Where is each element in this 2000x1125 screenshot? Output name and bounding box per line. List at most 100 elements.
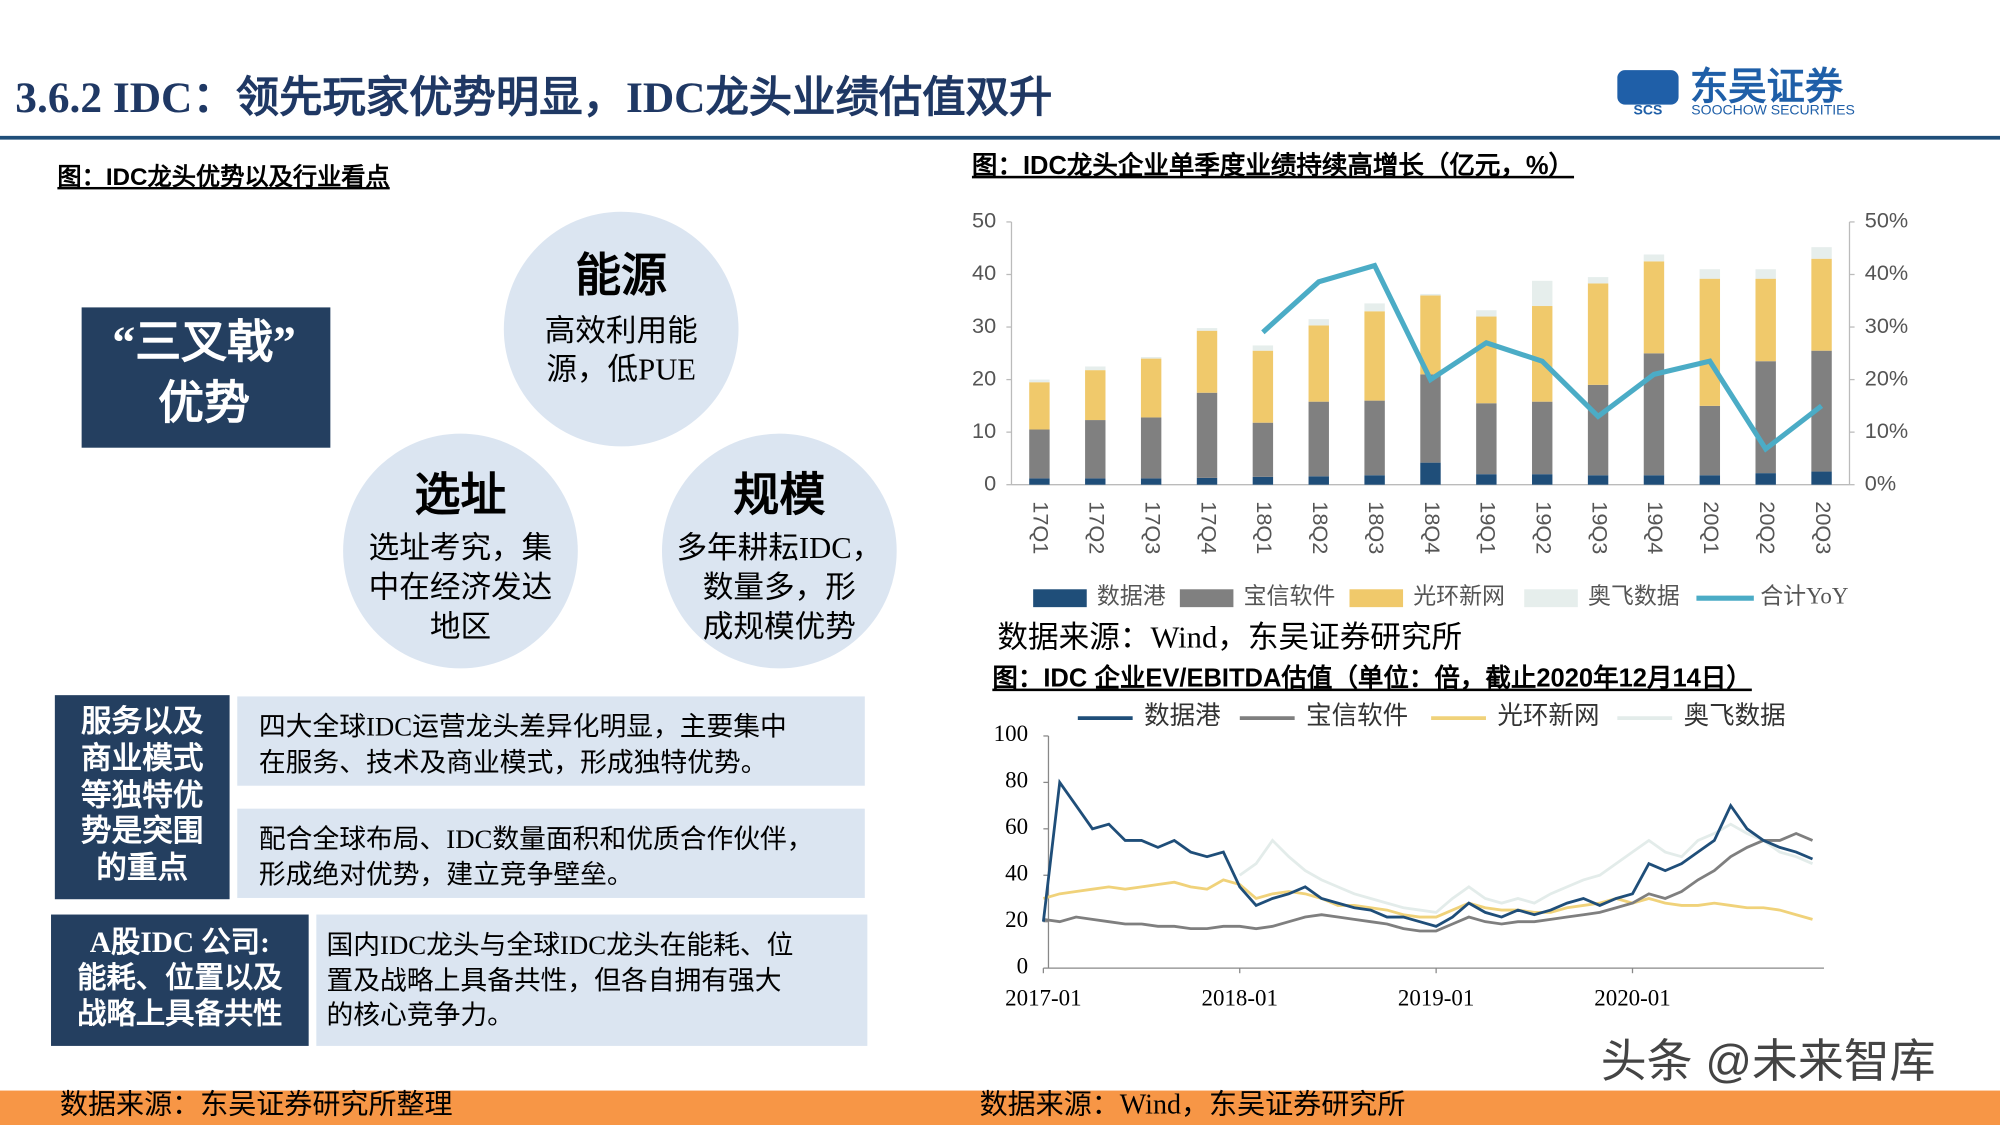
bar-segment xyxy=(1140,417,1162,479)
legend-swatch xyxy=(1524,589,1578,608)
bar-segment xyxy=(1308,319,1329,326)
row-text: 置及战略上具备共性，但各自拥有强大 xyxy=(327,966,782,996)
bar-segment xyxy=(1029,478,1050,485)
y-tick-label: 20 xyxy=(972,365,996,390)
topic-text: 选址考究，集 xyxy=(369,531,553,565)
legend-swatch xyxy=(1033,589,1087,608)
bar-segment xyxy=(1308,325,1329,402)
y2-tick-label: 10% xyxy=(1865,418,1908,443)
x-tick-label: 20Q2 xyxy=(1755,501,1780,554)
legend-label: 宝信软件 xyxy=(1306,701,1408,730)
bar-segment xyxy=(1587,277,1609,284)
row-label: 等独特优 xyxy=(81,778,203,813)
topic-text: 中在经济发达 xyxy=(369,571,553,605)
topic-text: 多年耕耘IDC， xyxy=(676,531,882,565)
bar-segment xyxy=(1029,379,1050,383)
x-tick-label: 18Q3 xyxy=(1364,501,1389,554)
x-tick-label: 20Q3 xyxy=(1811,501,1836,554)
bar-segment xyxy=(1029,429,1050,479)
x-tick-label: 19Q3 xyxy=(1587,501,1612,554)
logo-mark: SCS xyxy=(1634,102,1663,118)
bar-segment xyxy=(1811,350,1832,472)
bar-segment xyxy=(1532,280,1553,307)
topic-text: 地区 xyxy=(430,610,491,644)
row-label: A股IDC 公司: xyxy=(90,927,270,959)
trident-text: 优势 xyxy=(158,378,250,429)
legend-label: 宝信软件 xyxy=(1244,583,1336,608)
series-line xyxy=(1043,831,1814,933)
left-caption: 图：IDC龙头优势以及行业看点 xyxy=(57,163,389,191)
footer-source: 数据来源：Wind，东吴证券研究所 xyxy=(980,1089,1406,1121)
logo-english: SOOCHOW SECURITIES xyxy=(1691,102,1855,118)
row-text-box xyxy=(316,914,868,1046)
x-tick-label: 19Q4 xyxy=(1643,501,1668,554)
bar-segment xyxy=(1699,405,1721,476)
row-label: 商业模式 xyxy=(81,742,204,776)
bar-segment xyxy=(1532,306,1553,402)
x-tick-label: 18Q4 xyxy=(1420,501,1445,554)
legend-swatch xyxy=(1349,589,1404,608)
row-text: 配合全球布局、IDC数量面积和优质合作伙伴， xyxy=(259,824,814,854)
bar-segment xyxy=(1587,475,1609,485)
series-line xyxy=(1042,878,1813,921)
legend-label: 奥飞数据 xyxy=(1684,701,1786,730)
row-label: 的重点 xyxy=(96,851,188,885)
y2-tick-label: 0% xyxy=(1865,470,1896,495)
bar-segment xyxy=(1364,303,1385,312)
bar-segment xyxy=(1085,366,1106,371)
x-tick-label: 19Q2 xyxy=(1531,501,1556,554)
bar-segment xyxy=(1755,269,1776,279)
bar-segment xyxy=(1643,353,1665,476)
y-tick-label: 30 xyxy=(972,313,996,338)
left-source: 数据来源：东吴证券研究所整理 xyxy=(60,1089,453,1121)
bar-segment xyxy=(1532,474,1553,485)
bar-segment xyxy=(1811,471,1832,485)
bar-segment xyxy=(1699,475,1721,485)
row-label: 战略上具备共性 xyxy=(77,996,282,1030)
y2-tick-label: 20% xyxy=(1865,365,1908,390)
y-tick-label: 10 xyxy=(972,418,996,443)
topic-text: 数量多，形 xyxy=(703,571,856,605)
row-label-box xyxy=(54,695,230,900)
legend-label: 合计YoY xyxy=(1760,583,1848,608)
topic-text: 成规模优势 xyxy=(703,610,856,644)
y-tick-label: 20 xyxy=(1005,907,1028,932)
row-text: 在服务、技术及商业模式，形成独特优势。 xyxy=(259,747,768,777)
bar-segment xyxy=(1643,261,1665,354)
x-tick-label: 17Q4 xyxy=(1196,501,1221,554)
bar-segment xyxy=(1252,345,1274,351)
x-tick-label: 17Q1 xyxy=(1029,501,1054,554)
bar-segment xyxy=(1085,478,1106,485)
bar-segment xyxy=(1755,473,1776,485)
bar-segment xyxy=(1420,374,1441,463)
bar-segment xyxy=(1140,478,1162,485)
topic-text: 源，低PUE xyxy=(546,352,696,386)
slide-title: 3.6.2 IDC：领先玩家优势明显，IDC龙头业绩估值双升 xyxy=(15,74,1052,122)
bar-segment xyxy=(1420,293,1441,296)
bar-segment xyxy=(1364,311,1385,401)
legend-swatch xyxy=(1179,589,1234,608)
row-text: 的核心竞争力。 xyxy=(327,1000,514,1030)
yoy-line xyxy=(1261,262,1824,453)
bar-segment xyxy=(1196,328,1218,331)
footer-bar xyxy=(0,1090,2000,1125)
y-tick-label: 80 xyxy=(1005,768,1028,793)
bar-segment xyxy=(1252,350,1274,423)
bar-segment xyxy=(1476,403,1497,475)
bar-segment xyxy=(1643,475,1665,485)
y-tick-label: 60 xyxy=(1005,814,1028,839)
bar-segment xyxy=(1308,401,1329,477)
trident-text: “三叉戟” xyxy=(112,316,296,367)
topic-title: 规模 xyxy=(733,470,825,521)
bar-segment xyxy=(1196,477,1218,485)
row-text: 四大全球IDC运营龙头差异化明显，主要集中 xyxy=(259,712,787,742)
bar-segment xyxy=(1252,422,1274,477)
x-tick-label: 20Q1 xyxy=(1699,501,1724,554)
bar-segment xyxy=(1811,258,1832,351)
bar-segment xyxy=(1364,400,1385,476)
bar-segment xyxy=(1476,316,1497,404)
logo-name: 东吴证券 xyxy=(1690,65,1844,108)
legend-label: 数据港 xyxy=(1097,583,1166,608)
x-tick-label: 17Q3 xyxy=(1140,501,1165,554)
bar-segment xyxy=(1252,476,1274,485)
